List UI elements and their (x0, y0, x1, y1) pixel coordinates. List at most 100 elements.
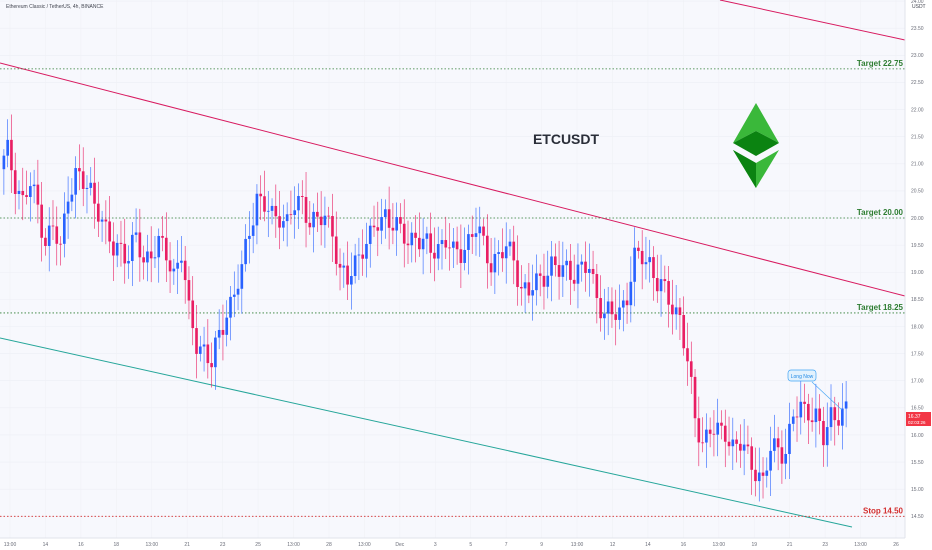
candle-body (342, 265, 346, 268)
candle-body (55, 226, 59, 244)
candle-body (603, 313, 606, 319)
candle-body (674, 307, 678, 315)
candle-body (418, 237, 421, 250)
candle-body (776, 438, 780, 448)
candle-body (705, 429, 708, 443)
candle-body (482, 226, 485, 236)
y-tick-label: 19.00 (911, 270, 924, 276)
candle-body (436, 244, 440, 259)
candle-body (444, 240, 448, 248)
candle-body (569, 260, 572, 280)
candle-body (334, 236, 338, 264)
candle-body (62, 213, 66, 244)
candle-body (312, 211, 315, 228)
candle-body (225, 317, 229, 335)
candle-body (644, 262, 648, 265)
x-tick-label: 18 (114, 542, 120, 548)
candle-body (542, 275, 546, 287)
candle-body (149, 251, 153, 259)
candle-body (255, 193, 259, 226)
y-tick-label: 23.50 (911, 26, 924, 32)
candle-body (750, 446, 754, 470)
candle-body (761, 472, 765, 476)
candle-body (448, 247, 451, 249)
candle-body (17, 190, 21, 194)
candle-body (648, 257, 652, 263)
candle-body (263, 196, 266, 212)
candle-body (425, 233, 429, 239)
candle-body (735, 439, 738, 444)
y-tick-label: 17.00 (911, 379, 924, 385)
candle-body (553, 256, 557, 266)
candle-body (138, 232, 142, 258)
candle-body (459, 249, 463, 263)
candle-body (440, 240, 444, 245)
candle-body (66, 201, 70, 214)
candle-layer (2, 114, 848, 502)
y-tick-label: 20.50 (911, 189, 924, 195)
price-level-label: Target 18.25 (857, 303, 904, 312)
y-tick-label: 22.00 (911, 107, 924, 113)
candle-body (580, 261, 584, 265)
channel-upper-line[interactable] (0, 62, 906, 297)
candle-body (516, 260, 519, 287)
annotation-arrow (811, 381, 843, 411)
candle-body (746, 444, 750, 447)
candle-body (172, 268, 176, 272)
long-now-annotation[interactable]: Long Now (787, 369, 843, 411)
candle-body (244, 238, 247, 265)
y-tick-label: 16.00 (911, 433, 924, 439)
candle-body (365, 243, 368, 259)
candle-body (327, 215, 331, 217)
candle-body (119, 242, 123, 244)
candle-body (678, 307, 682, 315)
candle-body (512, 241, 516, 261)
annotation-box (787, 369, 817, 382)
candle-body (206, 344, 210, 364)
candle-body (640, 250, 644, 265)
candle-body (323, 215, 327, 226)
candle-body (10, 139, 13, 171)
annotation-label: Long Now (791, 374, 814, 380)
candle-body (584, 261, 587, 273)
candle-body (78, 168, 81, 172)
candle-body (561, 265, 565, 277)
candle-body (429, 233, 432, 253)
x-tick-label: 3 (434, 542, 437, 548)
candle-body (395, 217, 398, 231)
candle-body (837, 420, 840, 426)
candle-body (591, 268, 595, 275)
candle-body (338, 263, 342, 268)
candle-body (387, 209, 391, 228)
y-tick-label: 18.00 (911, 324, 924, 330)
candle-body (606, 301, 610, 314)
candle-body (527, 282, 531, 296)
candle-body (470, 234, 474, 237)
candle-body (546, 275, 550, 287)
channel-lower-line[interactable] (0, 337, 853, 528)
candle-body (176, 262, 179, 269)
candle-body (712, 433, 716, 435)
candle-body (278, 216, 281, 228)
x-tick-label: 13:00 (713, 542, 726, 548)
candle-body (202, 344, 206, 347)
candle-body (807, 403, 810, 421)
channel-upper-top-line[interactable] (719, 0, 906, 41)
candle-body (825, 427, 829, 446)
last-price-value: 16.37 (908, 414, 921, 420)
x-tick-label: 16 (78, 542, 84, 548)
x-tick-label: 16 (681, 542, 687, 548)
candle-body (153, 257, 157, 259)
candle-body (452, 241, 455, 248)
candle-body (130, 234, 134, 262)
y-tick-label: 20.00 (911, 216, 924, 222)
price-level-label: Target 20.00 (857, 208, 904, 217)
candle-body (195, 328, 198, 354)
candle-body (47, 225, 51, 246)
candle-body (297, 195, 300, 211)
candle-body (410, 232, 414, 246)
candle-body (89, 182, 93, 188)
candle-body (720, 422, 723, 426)
candle-body (319, 216, 323, 226)
